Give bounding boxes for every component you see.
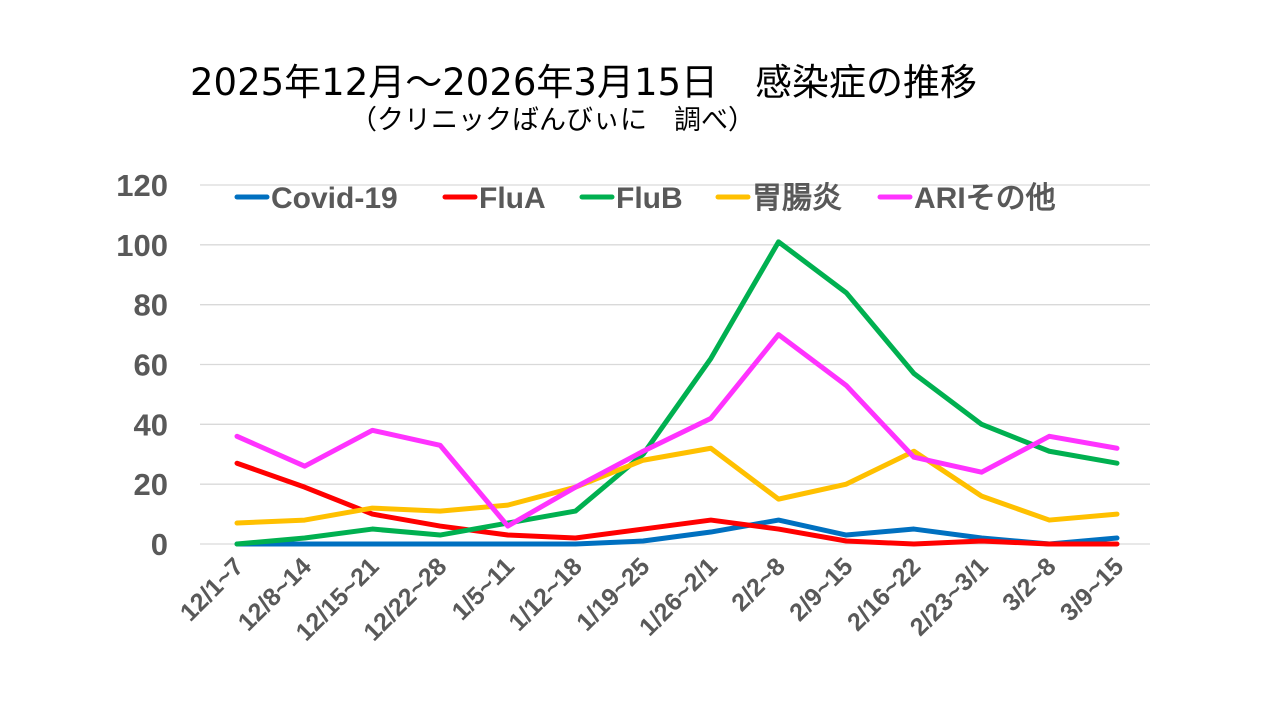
- series-line-FluB: [234, 239, 1120, 547]
- x-tick-label: 2/2~8: [726, 552, 791, 617]
- series-line-ARIその他: [234, 332, 1120, 529]
- y-tick-label: 40: [134, 407, 168, 442]
- y-tick-label: 60: [134, 348, 168, 383]
- y-tick-label: 80: [134, 288, 168, 323]
- legend-label: FluA: [479, 182, 546, 215]
- series-line-胃腸炎: [234, 445, 1120, 526]
- legend-label: Covid-19: [271, 182, 398, 215]
- chart-subtitle: （クリニックばんびぃに 調べ）: [350, 105, 755, 136]
- y-tick-label: 120: [116, 168, 168, 203]
- y-tick-label: 100: [116, 228, 168, 263]
- chart-title: 2025年12月～2026年3月15日 感染症の推移: [190, 61, 978, 104]
- x-tick-label: 3/2~8: [997, 552, 1062, 617]
- series-line-Covid-19: [234, 517, 1120, 547]
- legend-label: FluB: [616, 182, 683, 215]
- x-tick-label: 1/12~18: [504, 552, 588, 636]
- legend-label: 胃腸炎: [752, 182, 842, 215]
- legend-label: ARIその他: [914, 182, 1056, 215]
- y-tick-label: 0: [151, 527, 168, 562]
- x-tick-label: 3/9~15: [1055, 552, 1129, 626]
- series-line-FluA: [234, 460, 1120, 547]
- y-tick-label: 20: [134, 467, 168, 502]
